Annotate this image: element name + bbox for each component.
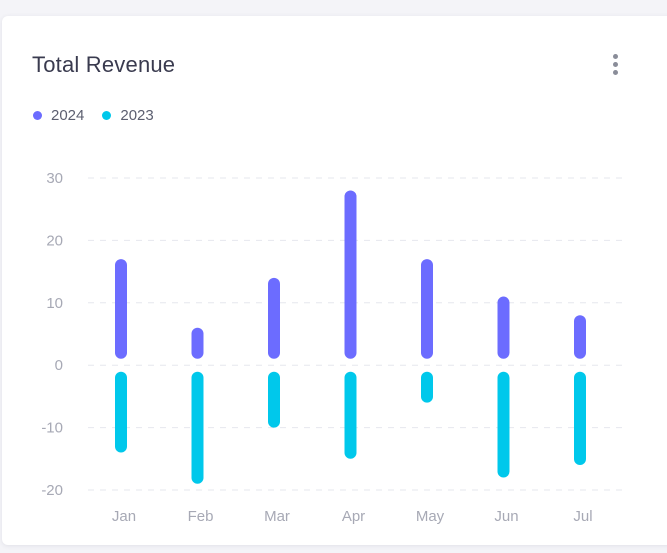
legend-dot-2024 — [33, 111, 42, 120]
bar-2023-may[interactable] — [421, 371, 433, 403]
x-tick-label: Jun — [494, 508, 518, 525]
chart-legend: 2024 2023 — [33, 107, 172, 124]
legend-label-2023: 2023 — [120, 107, 154, 124]
x-tick-label: Apr — [342, 508, 365, 525]
x-tick-label: Jan — [112, 508, 136, 525]
bar-2024-apr[interactable] — [344, 190, 357, 359]
bar-2024-jun[interactable] — [497, 296, 510, 359]
x-tick-label: Feb — [188, 508, 214, 525]
x-tick-label: May — [416, 508, 445, 525]
y-axis-ticks: 30 20 10 0 -10 -20 — [41, 170, 63, 499]
bar-2023-jul[interactable] — [574, 371, 586, 466]
bar-2023-apr[interactable] — [344, 371, 357, 459]
legend-dot-2023 — [102, 111, 112, 120]
x-axis-ticks: Jan Feb Mar Apr May Jun Jul — [112, 508, 593, 525]
bar-2024-jul[interactable] — [574, 315, 586, 359]
y-tick-label: 0 — [55, 357, 63, 374]
menu-dot-1 — [613, 54, 618, 59]
legend-label-2024: 2024 — [51, 107, 85, 124]
bar-2023-jan[interactable] — [115, 371, 127, 453]
bar-2024-jan[interactable] — [115, 259, 127, 359]
bar-2023-jun[interactable] — [497, 371, 510, 478]
bar-2023-feb[interactable] — [191, 371, 204, 484]
y-tick-label: 20 — [46, 232, 63, 249]
total-revenue-card: Total Revenue — [2, 16, 667, 545]
y-tick-label: 30 — [46, 170, 63, 187]
bar-2024-feb[interactable] — [191, 327, 204, 359]
y-tick-label: 10 — [46, 295, 63, 312]
more-vertical-icon[interactable] — [605, 54, 625, 78]
bars — [115, 190, 586, 484]
bar-2024-may[interactable] — [421, 259, 433, 359]
card-title: Total Revenue — [32, 52, 176, 77]
menu-dot-2 — [613, 62, 618, 67]
legend-item-2023[interactable]: 2023 — [102, 107, 154, 124]
legend-item-2024[interactable]: 2024 — [33, 107, 84, 124]
y-tick-label: -10 — [41, 420, 63, 437]
bar-2023-mar[interactable] — [268, 371, 280, 428]
menu-dot-3 — [613, 70, 618, 75]
x-tick-label: Mar — [264, 508, 290, 525]
y-tick-label: -20 — [41, 482, 63, 499]
x-tick-label: Jul — [573, 508, 592, 525]
bar-2024-mar[interactable] — [268, 277, 280, 359]
